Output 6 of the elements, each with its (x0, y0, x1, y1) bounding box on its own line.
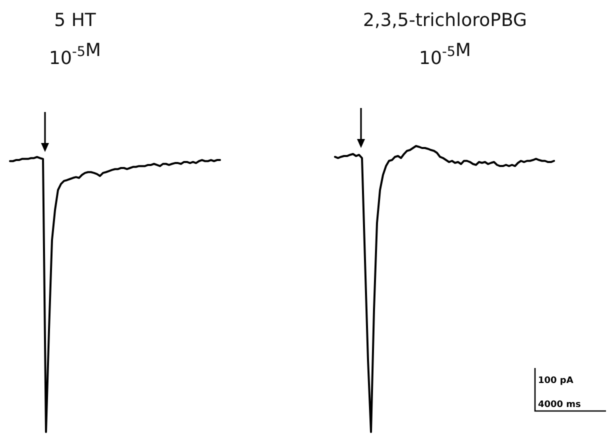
annotation: 100 pA (538, 376, 574, 386)
annotation: 4000 ms (538, 400, 581, 410)
chart-title: 2,3,5-trichloroPBG (363, 10, 527, 31)
chart-title: 5 HT (54, 10, 97, 31)
chart-subtitle: 10$^{-5}$M (419, 40, 471, 69)
chart-subtitle: 10$^{-5}$M (49, 40, 101, 69)
